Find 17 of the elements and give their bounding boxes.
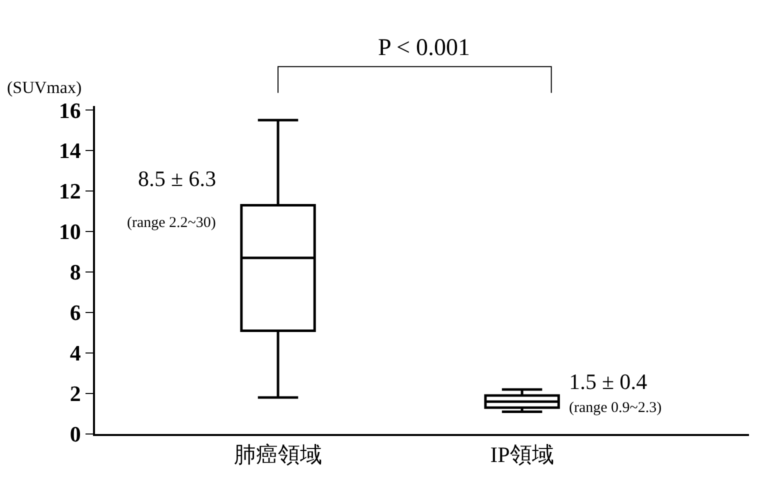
annotation: 1.5 ± 0.4 <box>569 369 648 394</box>
x-tick-label: 肺癌領域 <box>234 442 322 468</box>
y-axis-title: (SUVmax) <box>7 78 82 97</box>
y-tick-label: 16 <box>58 98 81 123</box>
x-tick-label: IP領域 <box>490 442 554 468</box>
annotation: (range 2.2~30) <box>127 215 216 231</box>
text: P < 0.001 <box>378 35 470 61</box>
y-tick-label: 10 <box>58 219 81 244</box>
y-tick-label: 6 <box>70 300 81 326</box>
y-tick-label: 12 <box>58 178 81 204</box>
y-tick-label: 14 <box>58 138 81 164</box>
y-tick-label: 2 <box>70 381 81 406</box>
y-tick-label: 4 <box>70 340 81 366</box>
y-tick-label: 0 <box>70 422 81 447</box>
y-tick-label: 8 <box>70 260 81 285</box>
annotation: (range 0.9~2.3) <box>569 400 662 416</box>
annotation: 8.5 ± 6.3 <box>138 166 216 191</box>
